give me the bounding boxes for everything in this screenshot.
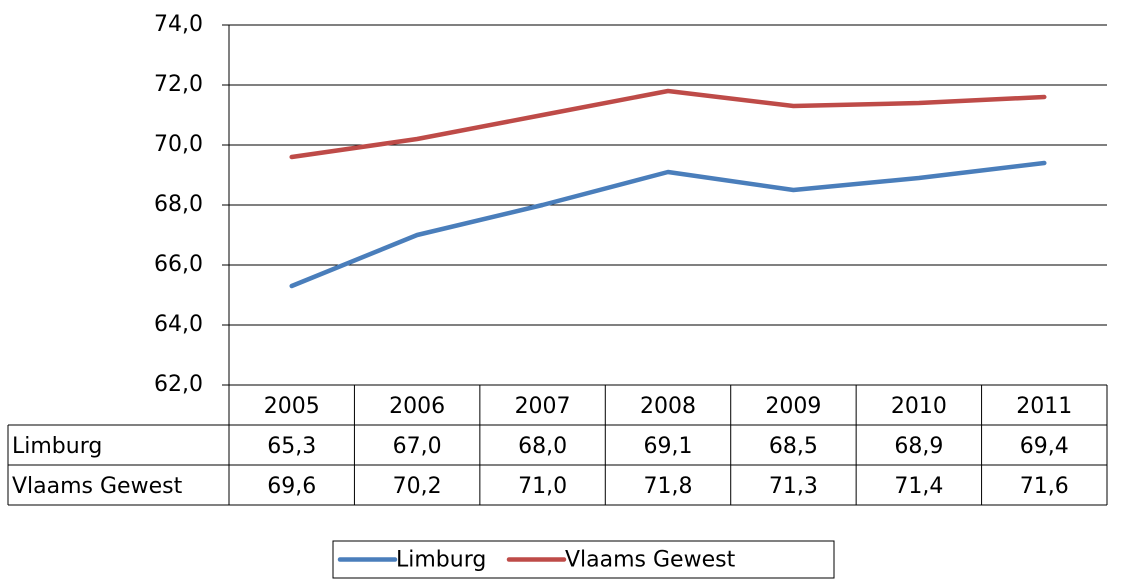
table-cell: 69,4	[1020, 434, 1069, 459]
series-line	[289, 160, 1047, 289]
table-cell: 71,4	[894, 474, 943, 499]
table-cell: 70,2	[393, 474, 442, 499]
table-cell: 69,6	[267, 474, 316, 499]
table-cell: 68,9	[894, 434, 943, 459]
y-tick-label: 64,0	[154, 312, 203, 337]
table-cell: 71,6	[1020, 474, 1069, 499]
y-tick-label: 62,0	[154, 372, 203, 397]
x-tick-label: 2010	[891, 394, 947, 419]
table-cell: 67,0	[393, 434, 442, 459]
table-cell: 71,0	[518, 474, 567, 499]
table-cell: 69,1	[644, 434, 693, 459]
x-tick-label: 2008	[640, 394, 696, 419]
table-cell: 68,5	[769, 434, 818, 459]
table-row-label: Vlaams Gewest	[12, 474, 183, 499]
x-tick-label: 2005	[264, 394, 320, 419]
y-tick-label: 72,0	[154, 72, 203, 97]
x-tick-label: 2007	[515, 394, 571, 419]
y-tick-label: 70,0	[154, 132, 203, 157]
series-line	[289, 88, 1047, 160]
legend-label: Vlaams Gewest	[565, 548, 736, 573]
x-tick-label: 2009	[765, 394, 821, 419]
y-tick-label: 74,0	[154, 12, 203, 37]
table-cell: 68,0	[518, 434, 567, 459]
y-tick-label: 68,0	[154, 192, 203, 217]
x-tick-label: 2011	[1016, 394, 1072, 419]
y-tick-label: 66,0	[154, 252, 203, 277]
table-cell: 71,3	[769, 474, 818, 499]
table-row-label: Limburg	[12, 434, 102, 459]
table-cell: 65,3	[267, 434, 316, 459]
table-cell: 71,8	[644, 474, 693, 499]
x-tick-label: 2006	[389, 394, 445, 419]
legend-label: Limburg	[396, 548, 486, 573]
legend-box	[332, 540, 835, 579]
